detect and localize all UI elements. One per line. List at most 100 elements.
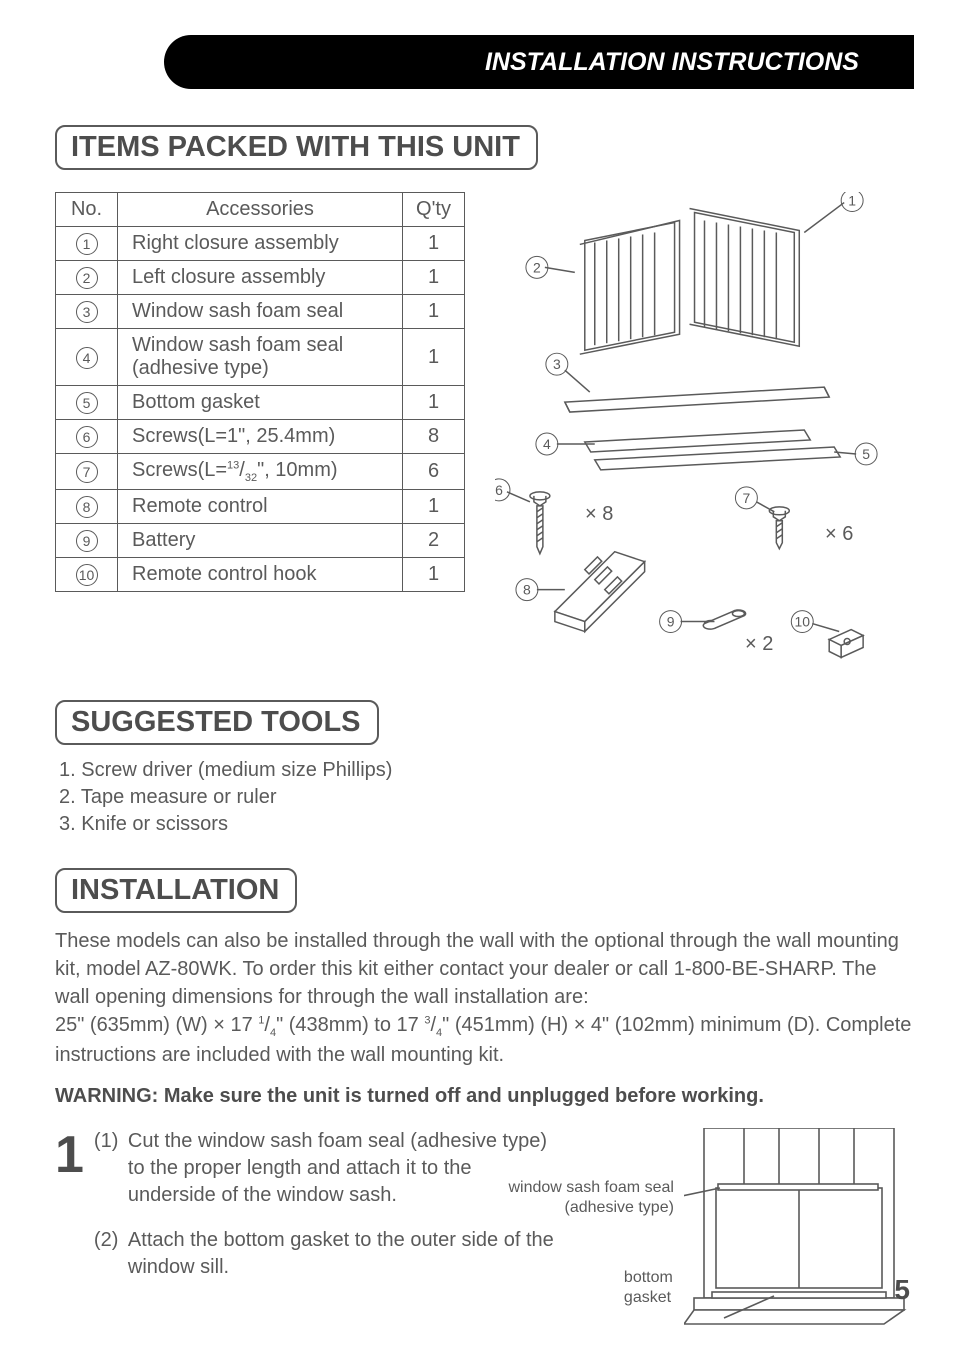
annot-line: window sash foam seal — [509, 1179, 674, 1196]
annotation-bottom-gasket: bottom gasket — [624, 1268, 674, 1306]
accessories-table: No. Accessories Q'ty 1 Right closure ass… — [55, 192, 465, 592]
svg-text:2: 2 — [533, 259, 541, 275]
svg-text:4: 4 — [543, 436, 551, 452]
frac-den: 32 — [245, 472, 257, 484]
install-paragraph: These models can also be installed throu… — [55, 927, 914, 1069]
warning-label: WARNING — [55, 1085, 152, 1107]
sub-label: (1) — [94, 1128, 128, 1209]
table-row: 9 Battery 2 — [56, 524, 465, 558]
cell-name: Left closure assembly — [118, 261, 403, 295]
table-row: 10 Remote control hook 1 — [56, 558, 465, 592]
cell-qty: 8 — [403, 420, 465, 454]
install-p1: These models can also be installed throu… — [55, 927, 914, 1011]
install-p2: 25" (635mm) (W) × 17 1/4" (438mm) to 17 … — [55, 1011, 914, 1069]
cell-qty: 1 — [403, 329, 465, 386]
cell-no: 8 — [56, 490, 118, 524]
table-row: 8 Remote control 1 — [56, 490, 465, 524]
svg-text:9: 9 — [667, 614, 675, 630]
svg-text:5: 5 — [862, 446, 870, 462]
step-1b: (2) Attach the bottom gasket to the oute… — [94, 1227, 674, 1281]
cell-no: 7 — [56, 454, 118, 490]
multiplier-label: × 6 — [825, 522, 853, 546]
header-bar: INSTALLATION INSTRUCTIONS — [164, 35, 914, 89]
section-title-tools: SUGGESTED TOOLS — [55, 700, 379, 745]
multiplier-label: × 8 — [585, 502, 613, 526]
cell-no: 3 — [56, 295, 118, 329]
cell-qty: 1 — [403, 261, 465, 295]
annotation-foam-seal: window sash foam seal (adhesive type) — [494, 1178, 674, 1216]
circled-number: 3 — [76, 301, 98, 323]
window-figure — [684, 1128, 914, 1328]
col-header-name: Accessories — [118, 193, 403, 227]
table-row: 4 Window sash foam seal (adhesive type) … — [56, 329, 465, 386]
accessories-diagram: 1 2 3 4 5 6 7 8 9 10 × 8 × 6 × 2 — [495, 192, 914, 672]
table-header-row: No. Accessories Q'ty — [56, 193, 465, 227]
cell-no: 4 — [56, 329, 118, 386]
circled-number: 7 — [76, 461, 98, 483]
section-title-items: ITEMS PACKED WITH THIS UNIT — [55, 125, 538, 170]
cell-no: 5 — [56, 386, 118, 420]
cell-qty: 1 — [403, 227, 465, 261]
cell-no: 2 — [56, 261, 118, 295]
annot-line: (adhesive type) — [565, 1199, 674, 1216]
cell-qty: 1 — [403, 490, 465, 524]
cell-name: Window sash foam seal (adhesive type) — [118, 329, 403, 386]
circled-number: 9 — [76, 530, 98, 552]
cell-name: Remote control hook — [118, 558, 403, 592]
window-svg — [684, 1128, 914, 1328]
svg-text:7: 7 — [743, 490, 751, 506]
table-row: 6 Screws(L=1", 25.4mm) 8 — [56, 420, 465, 454]
circled-number: 8 — [76, 496, 98, 518]
col-header-no: No. — [56, 193, 118, 227]
table-row: 2 Left closure assembly 1 — [56, 261, 465, 295]
svg-text:3: 3 — [553, 356, 561, 372]
circled-number: 2 — [76, 267, 98, 289]
tool-item: 3. Knife or scissors — [59, 811, 914, 838]
cell-name: Remote control — [118, 490, 403, 524]
step-1-block: 1 (1) Cut the window sash foam seal (adh… — [55, 1128, 914, 1328]
tool-item: 1. Screw driver (medium size Phillips) — [59, 757, 914, 784]
circled-number: 1 — [76, 233, 98, 255]
frac-num: 13 — [227, 459, 239, 471]
circled-number: 10 — [76, 564, 98, 586]
cell-qty: 1 — [403, 558, 465, 592]
table-row: 7 Screws(L=13/32", 10mm) 6 — [56, 454, 465, 490]
svg-text:10: 10 — [795, 614, 811, 630]
table-row: 3 Window sash foam seal 1 — [56, 295, 465, 329]
cell-name: Battery — [118, 524, 403, 558]
col-header-qty: Q'ty — [403, 193, 465, 227]
svg-text:8: 8 — [523, 582, 531, 598]
cell-qty: 6 — [403, 454, 465, 490]
header-title: INSTALLATION INSTRUCTIONS — [485, 48, 859, 77]
svg-text:6: 6 — [495, 482, 503, 498]
sub-label: (2) — [94, 1227, 128, 1281]
cell-no: 10 — [56, 558, 118, 592]
diagram-svg: 1 2 3 4 5 6 7 8 9 10 — [495, 192, 914, 672]
cell-qty: 2 — [403, 524, 465, 558]
tool-item: 2. Tape measure or ruler — [59, 784, 914, 811]
sub-text: Cut the window sash foam seal (adhesive … — [128, 1128, 548, 1209]
cell-qty: 1 — [403, 295, 465, 329]
page-number: 5 — [894, 1274, 910, 1306]
table-row: 1 Right closure assembly 1 — [56, 227, 465, 261]
cell-no: 1 — [56, 227, 118, 261]
cell-no: 6 — [56, 420, 118, 454]
cell-name: Window sash foam seal — [118, 295, 403, 329]
content-area: ITEMS PACKED WITH THIS UNIT No. Accessor… — [55, 35, 914, 1328]
circled-number: 4 — [76, 347, 98, 369]
circled-number: 6 — [76, 426, 98, 448]
multiplier-label: × 2 — [745, 632, 773, 656]
cell-no: 9 — [56, 524, 118, 558]
cell-qty: 1 — [403, 386, 465, 420]
cell-name: Screws(L=1", 25.4mm) — [118, 420, 403, 454]
svg-text:1: 1 — [848, 193, 856, 209]
cell-name: Screws(L=13/32", 10mm) — [118, 454, 403, 490]
table-row: 5 Bottom gasket 1 — [56, 386, 465, 420]
step-text: (1) Cut the window sash foam seal (adhes… — [94, 1128, 674, 1299]
items-row: No. Accessories Q'ty 1 Right closure ass… — [55, 192, 914, 672]
warning-text: : Make sure the unit is turned off and u… — [152, 1085, 764, 1107]
step-number: 1 — [55, 1132, 84, 1179]
section-title-install: INSTALLATION — [55, 868, 297, 913]
sub-text: Attach the bottom gasket to the outer si… — [128, 1227, 568, 1281]
cell-name: Bottom gasket — [118, 386, 403, 420]
